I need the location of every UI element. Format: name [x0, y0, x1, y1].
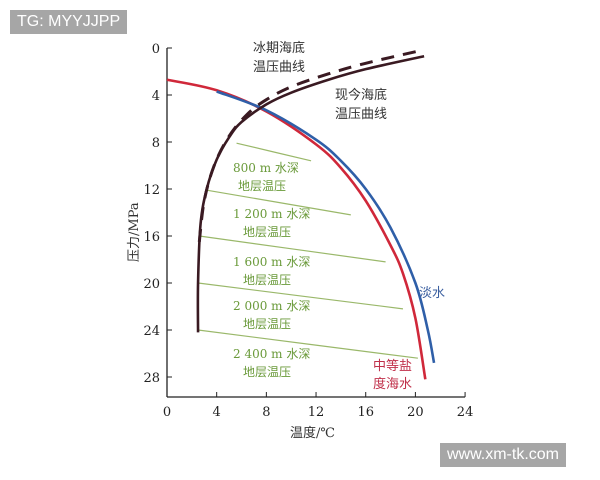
curves	[166, 48, 436, 380]
x-tick-label: 12	[308, 405, 325, 420]
depth-2000-label-2: 地层温压	[243, 317, 291, 331]
freshwater-label: 淡水	[419, 286, 445, 301]
y-tick-label: 16	[143, 230, 160, 245]
y-tick-label: 20	[143, 277, 160, 292]
axes: 0 4 8 12 16 20 24 28 0 4 8 12 16 20 24	[143, 42, 473, 420]
y-tick-label: 28	[143, 371, 160, 386]
depth-800-label-2: 地层温压	[238, 179, 286, 193]
y-tick-label: 8	[152, 136, 160, 151]
depth-2400-label-1: 2 400 m 水深	[233, 347, 310, 361]
depth-1200-label-2: 地层温压	[243, 225, 291, 239]
x-axis-label: 温度/℃	[290, 425, 335, 441]
x-tick-label: 24	[457, 405, 474, 420]
x-tick-label: 4	[213, 405, 221, 420]
series-line	[197, 48, 422, 243]
depth-800-label-1: 800 m 水深	[233, 161, 299, 175]
glacial-label-2: 温压曲线	[253, 60, 305, 75]
series-line	[166, 78, 427, 380]
x-tick-label: 0	[163, 405, 171, 420]
seawater-label-2: 度海水	[373, 376, 412, 392]
series-line	[197, 282, 404, 310]
watermark-bottom-right: www.xm-tk.com	[440, 443, 566, 467]
y-tick-label: 12	[143, 183, 160, 198]
x-tick-label: 20	[407, 405, 424, 420]
series-line	[236, 142, 312, 162]
x-tick-label: 16	[357, 405, 374, 420]
y-tick-label: 0	[152, 42, 160, 57]
series-line	[216, 90, 436, 364]
annotations: 冰期海底 温压曲线 现今海底 温压曲线 800 m 水深 地层温压 1 200 …	[127, 40, 445, 441]
depth-2000-label-1: 2 000 m 水深	[233, 299, 310, 313]
depth-1600-label-1: 1 600 m 水深	[233, 255, 310, 269]
y-tick-label: 4	[152, 89, 160, 104]
glacial-label-1: 冰期海底	[253, 40, 305, 56]
seawater-label-1: 中等盐	[373, 358, 412, 374]
y-tick-label: 24	[143, 324, 160, 339]
x-tick-label: 8	[262, 405, 270, 420]
present-label-1: 现今海底	[335, 87, 387, 103]
series-line	[197, 329, 418, 359]
series-line	[199, 235, 386, 263]
depth-2400-label-2: 地层温压	[243, 365, 291, 379]
present-label-2: 温压曲线	[335, 107, 387, 122]
watermark-top-left: TG: MYYJJPP	[10, 10, 128, 34]
depth-1600-label-2: 地层温压	[243, 273, 291, 287]
depth-1200-label-1: 1 200 m 水深	[233, 207, 310, 221]
y-axis-label: 压力/MPa	[127, 202, 142, 262]
series-line	[206, 189, 351, 216]
